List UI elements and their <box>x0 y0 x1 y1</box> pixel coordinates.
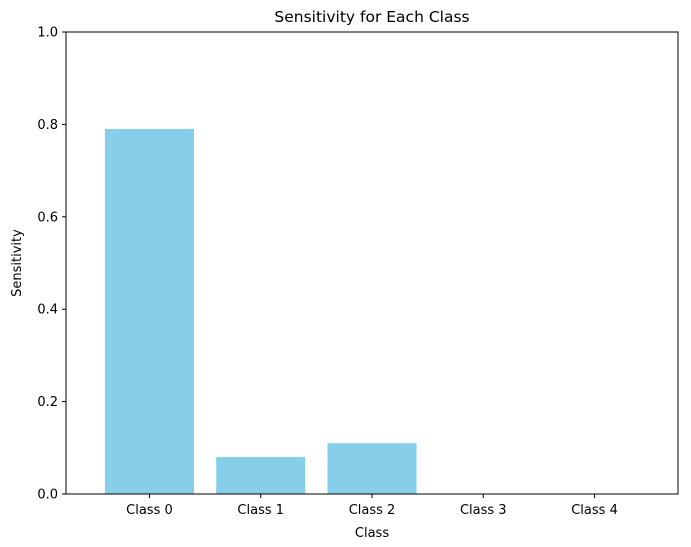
x-tick-label: Class 4 <box>571 503 618 518</box>
bar-class-1 <box>216 457 306 494</box>
x-axis-title: Class <box>355 526 389 541</box>
y-tick-label: 0.4 <box>37 303 58 318</box>
bar-class-0 <box>104 129 194 494</box>
x-tick-label: Class 2 <box>349 503 396 518</box>
y-tick-label: 0.2 <box>37 395 58 410</box>
x-axis: Class 0 Class 1 Class 2 Class 3 Class 4 <box>126 494 618 518</box>
y-axis: 0.0 0.2 0.4 0.6 0.8 1.0 <box>37 26 66 503</box>
y-tick-label: 0.8 <box>37 118 58 133</box>
y-tick-label: 0.0 <box>37 488 58 503</box>
x-tick-label: Class 3 <box>460 503 507 518</box>
bar-class-2 <box>327 443 417 494</box>
bars-group <box>104 129 417 494</box>
x-tick-label: Class 1 <box>237 503 284 518</box>
y-tick-label: 1.0 <box>37 26 58 41</box>
y-tick-label: 0.6 <box>37 210 58 225</box>
chart-title: Sensitivity for Each Class <box>274 8 469 26</box>
y-axis-title: Sensitivity <box>10 229 25 297</box>
x-tick-label: Class 0 <box>126 503 173 518</box>
